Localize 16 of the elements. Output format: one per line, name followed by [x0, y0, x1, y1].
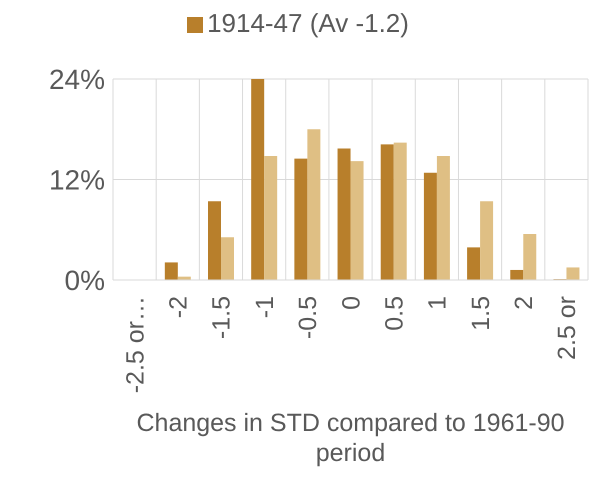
x-axis-title: Changes in STD compared to 1961-90 period: [135, 408, 566, 468]
x-tick-label: 2: [510, 296, 538, 310]
legend-label: 1914-47 (Av -1.2): [207, 8, 409, 38]
x-tick-label: 1: [424, 296, 452, 310]
x-tick-label: -2: [164, 296, 193, 318]
y-tick-label: 12%: [48, 164, 105, 196]
x-tick-label: -1.5: [208, 296, 236, 340]
x-tick-label: -2.5 or…: [121, 296, 150, 394]
x-tick-label: -0.5: [294, 296, 322, 340]
y-tick-label: 0%: [64, 264, 105, 296]
x-tick-label: 1.5: [466, 296, 495, 331]
x-tick-label: 0.5: [380, 296, 408, 331]
y-tick-label: 24%: [48, 64, 105, 95]
x-tick-label: 0: [337, 296, 366, 310]
x-tick-label: 2.5 or: [553, 296, 582, 360]
x-tick-label: -1: [250, 296, 279, 318]
